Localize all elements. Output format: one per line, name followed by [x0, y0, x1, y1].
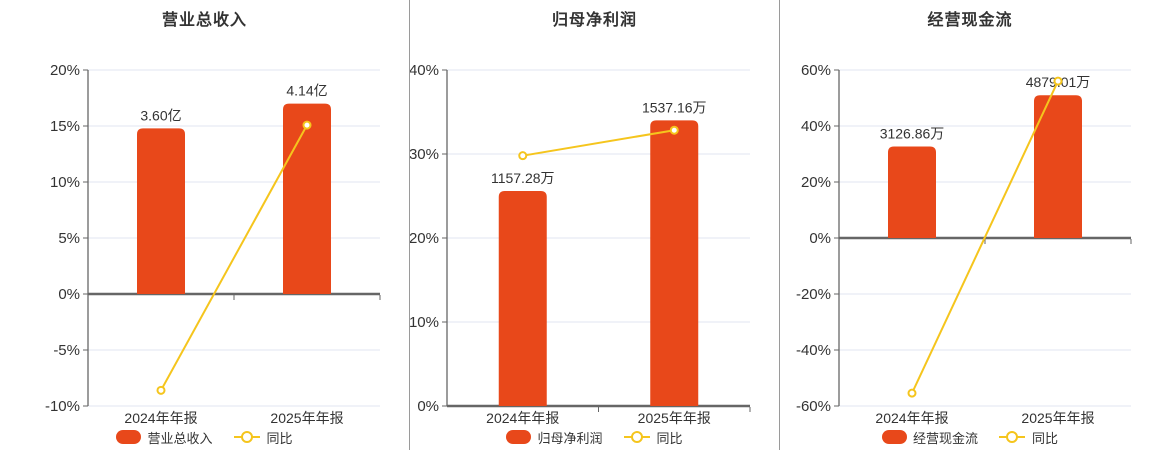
- y-tick-label: 20%: [801, 174, 831, 191]
- bar-value-label: 3126.86万: [880, 125, 945, 141]
- bar-value-label: 1157.28万: [491, 170, 555, 186]
- chart-title: 归母净利润: [551, 12, 637, 29]
- y-tick-label: 5%: [58, 230, 80, 247]
- yoy-marker: [302, 120, 312, 130]
- line-legend-marker-icon: [623, 431, 650, 443]
- line-legend-label: 同比: [656, 430, 683, 446]
- bar-value-label: 3.60亿: [140, 107, 181, 123]
- y-tick-label: -5%: [53, 342, 80, 359]
- yoy-marker: [518, 151, 528, 161]
- yoy-marker: [156, 385, 166, 395]
- bar-legend-label: 经营现金流: [912, 430, 978, 446]
- bar-legend-swatch: [881, 430, 907, 444]
- operating-cashflow-chart: 60%40%20%0%-20%-40%-60%3126.86万4879.01万2…: [796, 62, 1132, 426]
- line-legend-label: 同比: [266, 430, 293, 446]
- x-category-label: 2025年年报: [270, 410, 343, 426]
- panel-operating-cashflow: 经营现金流 60%40%20%0%-20%-40%-60%3126.86万487…: [779, 0, 1160, 450]
- yoy-line: [911, 80, 1059, 394]
- operating-revenue-chart: 20% 15% 10% 5% 0% -5% -10% 3.60亿 4.14亿 2024年年报 202…: [45, 62, 381, 426]
- x-category-label: 2024年年报: [124, 410, 197, 426]
- bar-legend-label: 营业总收入: [147, 430, 213, 446]
- y-tick-label: -20%: [796, 286, 831, 303]
- line-legend-marker-icon: [999, 431, 1025, 443]
- bar: [498, 190, 547, 406]
- yoy-line: [160, 124, 308, 391]
- y-tick-label: 20%: [50, 62, 80, 79]
- y-tick-label: 30%: [410, 146, 439, 163]
- x-category-label: 2024年年报: [486, 410, 559, 426]
- y-tick-label: -60%: [796, 398, 831, 415]
- chart-title: 营业总收入: [161, 12, 247, 29]
- yoy-line: [522, 129, 675, 157]
- yoy-marker: [907, 388, 917, 398]
- yoy-marker: [1053, 76, 1063, 86]
- y-tick-label: 15%: [50, 118, 80, 135]
- x-category-label: 2024年年报: [875, 410, 948, 426]
- x-category-label: 2025年年报: [638, 410, 711, 426]
- bar-legend-label: 归母净利润: [537, 430, 603, 446]
- y-tick-label: 40%: [410, 62, 439, 79]
- net-profit-chart: 40% 30% 20% 10% 0% 1157.28万 1537.16万 2024年年报 202…: [410, 62, 751, 426]
- y-tick-label: 0%: [58, 286, 80, 303]
- bar: [283, 103, 331, 294]
- chart-title: 经营现金流: [927, 12, 1013, 29]
- y-tick-label: 20%: [410, 230, 439, 247]
- line-legend-marker-icon: [233, 431, 260, 443]
- bar-value-label: 4.14亿: [286, 83, 327, 99]
- legend: 归母净利润 同比: [410, 429, 779, 446]
- y-tick-label: 0%: [417, 398, 439, 415]
- bar: [888, 146, 936, 238]
- y-tick-label: 0%: [809, 230, 831, 247]
- legend: 营业总收入 同比: [0, 429, 409, 446]
- bar: [650, 120, 699, 407]
- line-legend-label: 同比: [1032, 430, 1059, 446]
- bar: [1034, 95, 1082, 238]
- y-tick-label: 60%: [801, 62, 831, 79]
- yoy-marker: [669, 125, 679, 135]
- bar-legend-swatch: [506, 430, 532, 444]
- y-tick-label: 10%: [50, 174, 80, 191]
- legend: 经营现金流 同比: [780, 429, 1160, 446]
- y-tick-label: 10%: [410, 314, 439, 331]
- bar: [137, 128, 185, 294]
- y-tick-label: 40%: [801, 118, 831, 135]
- panel-net-profit: 归母净利润 40% 30% 20% 10% 0% 1157.28万 1537.16万 2024…: [409, 0, 779, 450]
- bar-value-label: 1537.16万: [642, 99, 707, 115]
- panel-operating-revenue: 营业总收入 20% 15% 10% 5% 0% -5% -10% 3.60亿 4.14亿 2024…: [0, 0, 409, 450]
- y-tick-label: -10%: [45, 398, 80, 415]
- y-tick-label: -40%: [796, 342, 831, 359]
- x-category-label: 2025年年报: [1021, 410, 1094, 426]
- bar-legend-swatch: [116, 430, 142, 444]
